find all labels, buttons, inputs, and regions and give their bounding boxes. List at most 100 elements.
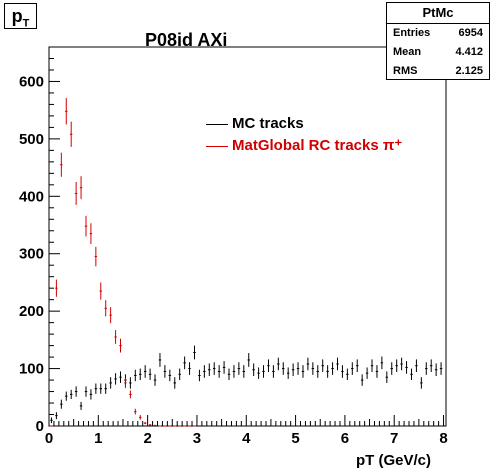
x-axis-label: pT (GeV/c)	[356, 452, 432, 469]
data-point	[365, 367, 369, 379]
y-tick-label: 100	[19, 361, 44, 378]
plot-frame	[48, 46, 447, 427]
data-point	[375, 365, 379, 378]
stats-value: 4.412	[455, 46, 483, 58]
y-tick-label: 600	[19, 73, 44, 90]
data-point	[114, 373, 117, 385]
data-point	[89, 389, 93, 400]
data-point	[178, 368, 181, 381]
data-point	[94, 246, 98, 267]
y-tick-label: 400	[19, 188, 44, 205]
data-point	[415, 359, 418, 373]
x-tick-label: 8	[439, 430, 447, 447]
y-tick-label: 300	[19, 246, 44, 263]
legend-item-mc: MC tracks	[206, 113, 402, 135]
data-point	[336, 357, 339, 371]
data-point	[69, 121, 73, 147]
data-point	[74, 181, 78, 205]
data-point	[217, 365, 221, 378]
data-point	[109, 377, 112, 389]
data-point	[370, 359, 374, 373]
data-point	[242, 365, 246, 378]
stats-label: Entries	[393, 27, 431, 39]
x-tick-label: 6	[341, 430, 349, 447]
data-point	[183, 356, 186, 370]
data-point	[380, 356, 384, 370]
stats-value: 2.125	[455, 65, 483, 77]
data-point	[252, 363, 255, 377]
data-point	[148, 368, 152, 381]
series-1	[50, 98, 196, 427]
data-point	[94, 383, 98, 394]
corner-label-base: p	[11, 6, 23, 26]
legend-label: MC tracks	[232, 115, 304, 132]
stats-row-entries: Entries 6954	[387, 24, 489, 43]
data-point	[99, 383, 103, 394]
y-tick-label: 0	[36, 418, 44, 435]
data-point	[99, 282, 103, 300]
data-point	[301, 365, 305, 378]
data-point	[272, 365, 275, 378]
data-point	[153, 374, 157, 386]
data-point	[124, 377, 127, 389]
data-point	[429, 359, 433, 373]
data-point	[104, 383, 107, 394]
data-point	[346, 368, 349, 381]
data-point	[420, 377, 423, 389]
data-point	[79, 176, 83, 200]
legend-item-rc: MatGlobal RC tracks π⁺	[206, 135, 402, 157]
data-point	[60, 152, 63, 177]
data-point	[360, 374, 364, 386]
data-point	[385, 371, 389, 383]
data-point	[89, 223, 93, 244]
data-point	[232, 365, 236, 378]
data-point	[84, 215, 88, 237]
data-point	[267, 359, 270, 373]
data-point	[55, 279, 58, 297]
data-point	[143, 365, 147, 378]
legend-label: MatGlobal RC tracks π⁺	[232, 137, 403, 154]
data-point	[193, 345, 196, 360]
data-point	[237, 362, 241, 375]
data-point	[222, 361, 226, 374]
stats-label: Mean	[393, 46, 422, 58]
data-point	[247, 353, 250, 367]
data-point	[257, 367, 260, 379]
data-point	[119, 371, 122, 383]
data-point	[163, 365, 167, 378]
data-point	[355, 359, 359, 373]
data-point	[262, 365, 265, 378]
stats-row-mean: Mean 4.412	[387, 43, 489, 62]
legend-swatch	[206, 123, 228, 125]
data-point	[277, 357, 280, 371]
stats-label: RMS	[393, 65, 418, 77]
legend: MC tracks MatGlobal RC tracks π⁺	[206, 113, 402, 157]
data-point	[114, 330, 117, 344]
corner-axis-label: pT	[4, 3, 37, 30]
data-point	[286, 367, 290, 379]
data-point	[84, 386, 88, 397]
x-tick-label: 5	[291, 430, 299, 447]
stats-value: 6954	[458, 27, 483, 39]
y-tick-label: 200	[19, 303, 44, 320]
data-point	[410, 368, 413, 381]
data-point	[212, 362, 216, 375]
data-point	[129, 377, 132, 389]
data-point	[439, 362, 443, 375]
y-tick-label: 500	[19, 131, 44, 148]
data-point	[134, 408, 137, 415]
data-point	[390, 362, 393, 375]
data-point	[351, 362, 354, 375]
data-point	[148, 424, 152, 426]
chart-title: P08id AXi	[145, 30, 228, 50]
data-point	[134, 369, 137, 382]
stats-name: PtMc	[387, 3, 489, 24]
x-tick-label: 7	[390, 430, 398, 447]
data-point	[119, 338, 122, 353]
data-point	[282, 362, 285, 375]
data-point	[139, 415, 142, 420]
legend-swatch	[206, 145, 228, 147]
data-point	[65, 98, 68, 125]
data-point	[173, 377, 176, 389]
data-point	[60, 399, 63, 409]
